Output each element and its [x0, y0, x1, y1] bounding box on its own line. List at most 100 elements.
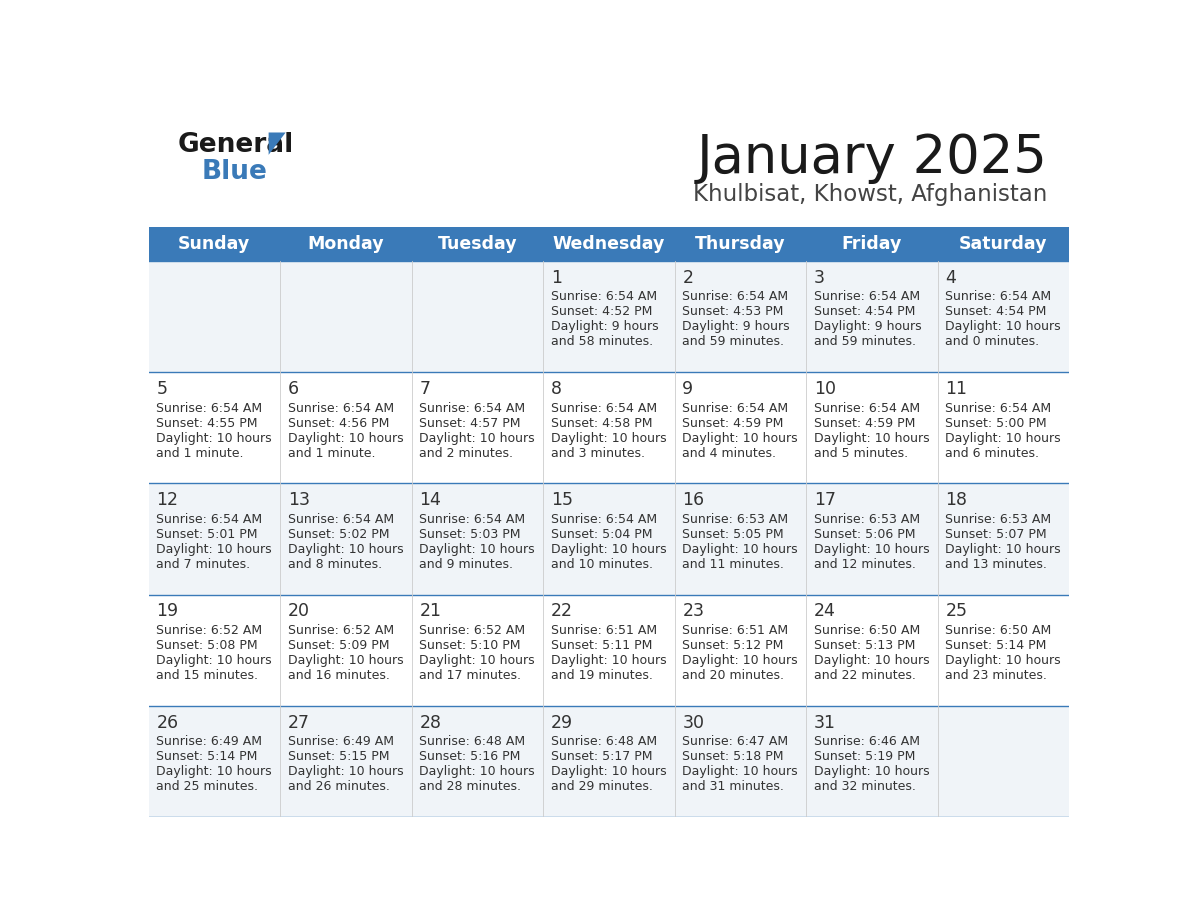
Text: and 5 minutes.: and 5 minutes. — [814, 446, 908, 460]
Text: Daylight: 10 hours: Daylight: 10 hours — [419, 431, 535, 444]
Text: 12: 12 — [157, 491, 178, 509]
Text: 8: 8 — [551, 380, 562, 398]
Text: 23: 23 — [682, 602, 704, 621]
Text: Wednesday: Wednesday — [552, 235, 665, 253]
Text: Sunset: 4:59 PM: Sunset: 4:59 PM — [682, 417, 784, 430]
Text: Sunrise: 6:53 AM: Sunrise: 6:53 AM — [682, 513, 789, 526]
Text: Sunset: 4:53 PM: Sunset: 4:53 PM — [682, 306, 784, 319]
Text: 31: 31 — [814, 713, 836, 732]
Text: 18: 18 — [946, 491, 967, 509]
Text: Sunrise: 6:54 AM: Sunrise: 6:54 AM — [157, 401, 263, 415]
Text: Sunset: 5:10 PM: Sunset: 5:10 PM — [419, 639, 520, 652]
Text: Monday: Monday — [308, 235, 384, 253]
Text: Daylight: 10 hours: Daylight: 10 hours — [682, 431, 798, 444]
Text: Sunset: 5:14 PM: Sunset: 5:14 PM — [946, 639, 1047, 652]
Text: 16: 16 — [682, 491, 704, 509]
Bar — [148, 373, 1069, 484]
Text: Sunrise: 6:54 AM: Sunrise: 6:54 AM — [419, 401, 525, 415]
Text: Sunrise: 6:48 AM: Sunrise: 6:48 AM — [551, 735, 657, 748]
Text: Sunrise: 6:54 AM: Sunrise: 6:54 AM — [419, 513, 525, 526]
Text: Daylight: 10 hours: Daylight: 10 hours — [157, 654, 272, 667]
Bar — [148, 227, 1069, 231]
Text: 21: 21 — [419, 602, 441, 621]
Text: 11: 11 — [946, 380, 967, 398]
Text: Sunday: Sunday — [178, 235, 251, 253]
Text: Daylight: 10 hours: Daylight: 10 hours — [682, 765, 798, 778]
Text: Sunrise: 6:47 AM: Sunrise: 6:47 AM — [682, 735, 789, 748]
Text: Sunset: 5:09 PM: Sunset: 5:09 PM — [287, 639, 390, 652]
Text: Sunset: 5:06 PM: Sunset: 5:06 PM — [814, 528, 916, 541]
Text: Sunset: 5:01 PM: Sunset: 5:01 PM — [157, 528, 258, 541]
Text: Sunrise: 6:53 AM: Sunrise: 6:53 AM — [814, 513, 920, 526]
Text: Daylight: 10 hours: Daylight: 10 hours — [946, 431, 1061, 444]
Text: Sunset: 5:11 PM: Sunset: 5:11 PM — [551, 639, 652, 652]
Text: and 31 minutes.: and 31 minutes. — [682, 780, 784, 793]
Text: Sunrise: 6:53 AM: Sunrise: 6:53 AM — [946, 513, 1051, 526]
Text: Sunset: 5:14 PM: Sunset: 5:14 PM — [157, 750, 258, 763]
Text: Sunrise: 6:54 AM: Sunrise: 6:54 AM — [946, 290, 1051, 303]
Text: Sunrise: 6:50 AM: Sunrise: 6:50 AM — [946, 624, 1051, 637]
Text: 25: 25 — [946, 602, 967, 621]
Text: Sunset: 4:54 PM: Sunset: 4:54 PM — [946, 306, 1047, 319]
Text: 7: 7 — [419, 380, 430, 398]
Text: 14: 14 — [419, 491, 441, 509]
Text: Daylight: 10 hours: Daylight: 10 hours — [419, 654, 535, 667]
Text: Daylight: 10 hours: Daylight: 10 hours — [287, 765, 404, 778]
Text: Daylight: 10 hours: Daylight: 10 hours — [419, 765, 535, 778]
Text: Sunset: 4:57 PM: Sunset: 4:57 PM — [419, 417, 520, 430]
Text: Sunset: 5:05 PM: Sunset: 5:05 PM — [682, 528, 784, 541]
Text: Daylight: 10 hours: Daylight: 10 hours — [814, 765, 929, 778]
Text: and 26 minutes.: and 26 minutes. — [287, 780, 390, 793]
Text: and 11 minutes.: and 11 minutes. — [682, 558, 784, 571]
Text: Sunset: 5:00 PM: Sunset: 5:00 PM — [946, 417, 1047, 430]
Text: and 29 minutes.: and 29 minutes. — [551, 780, 652, 793]
Text: Sunrise: 6:52 AM: Sunrise: 6:52 AM — [157, 624, 263, 637]
Text: Sunrise: 6:49 AM: Sunrise: 6:49 AM — [157, 735, 263, 748]
Text: and 6 minutes.: and 6 minutes. — [946, 446, 1040, 460]
Text: Sunset: 5:07 PM: Sunset: 5:07 PM — [946, 528, 1047, 541]
Text: and 7 minutes.: and 7 minutes. — [157, 558, 251, 571]
Text: Sunset: 5:12 PM: Sunset: 5:12 PM — [682, 639, 784, 652]
Text: and 3 minutes.: and 3 minutes. — [551, 446, 645, 460]
Text: and 59 minutes.: and 59 minutes. — [814, 335, 916, 349]
Text: Sunset: 5:17 PM: Sunset: 5:17 PM — [551, 750, 652, 763]
Text: Daylight: 10 hours: Daylight: 10 hours — [287, 543, 404, 555]
Text: and 10 minutes.: and 10 minutes. — [551, 558, 653, 571]
Text: Sunset: 4:54 PM: Sunset: 4:54 PM — [814, 306, 915, 319]
Text: and 15 minutes.: and 15 minutes. — [157, 669, 258, 682]
Text: 28: 28 — [419, 713, 441, 732]
Text: 10: 10 — [814, 380, 836, 398]
Text: 27: 27 — [287, 713, 310, 732]
Text: 9: 9 — [682, 380, 694, 398]
Text: Sunset: 4:52 PM: Sunset: 4:52 PM — [551, 306, 652, 319]
Text: Daylight: 10 hours: Daylight: 10 hours — [157, 431, 272, 444]
Text: Sunrise: 6:54 AM: Sunrise: 6:54 AM — [946, 401, 1051, 415]
Text: Daylight: 9 hours: Daylight: 9 hours — [682, 320, 790, 333]
Text: Daylight: 10 hours: Daylight: 10 hours — [682, 543, 798, 555]
Text: Sunrise: 6:52 AM: Sunrise: 6:52 AM — [287, 624, 394, 637]
Text: Daylight: 10 hours: Daylight: 10 hours — [157, 765, 272, 778]
Text: Sunrise: 6:52 AM: Sunrise: 6:52 AM — [419, 624, 525, 637]
Text: and 58 minutes.: and 58 minutes. — [551, 335, 653, 349]
Text: January 2025: January 2025 — [696, 131, 1048, 184]
Text: Saturday: Saturday — [959, 235, 1048, 253]
Text: Sunrise: 6:49 AM: Sunrise: 6:49 AM — [287, 735, 393, 748]
Text: and 16 minutes.: and 16 minutes. — [287, 669, 390, 682]
Text: and 20 minutes.: and 20 minutes. — [682, 669, 784, 682]
Bar — [148, 227, 1069, 261]
Text: and 13 minutes.: and 13 minutes. — [946, 558, 1048, 571]
Text: Sunrise: 6:46 AM: Sunrise: 6:46 AM — [814, 735, 920, 748]
Text: and 59 minutes.: and 59 minutes. — [682, 335, 784, 349]
Text: Daylight: 10 hours: Daylight: 10 hours — [157, 543, 272, 555]
Text: Sunrise: 6:54 AM: Sunrise: 6:54 AM — [551, 290, 657, 303]
Text: 6: 6 — [287, 380, 299, 398]
Text: 30: 30 — [682, 713, 704, 732]
Text: 4: 4 — [946, 269, 956, 286]
Text: Sunrise: 6:54 AM: Sunrise: 6:54 AM — [551, 401, 657, 415]
Text: Sunset: 5:16 PM: Sunset: 5:16 PM — [419, 750, 520, 763]
Text: Daylight: 10 hours: Daylight: 10 hours — [946, 543, 1061, 555]
Text: Sunset: 4:56 PM: Sunset: 4:56 PM — [287, 417, 390, 430]
Text: 22: 22 — [551, 602, 573, 621]
Text: Sunrise: 6:54 AM: Sunrise: 6:54 AM — [682, 401, 789, 415]
Text: Friday: Friday — [842, 235, 902, 253]
